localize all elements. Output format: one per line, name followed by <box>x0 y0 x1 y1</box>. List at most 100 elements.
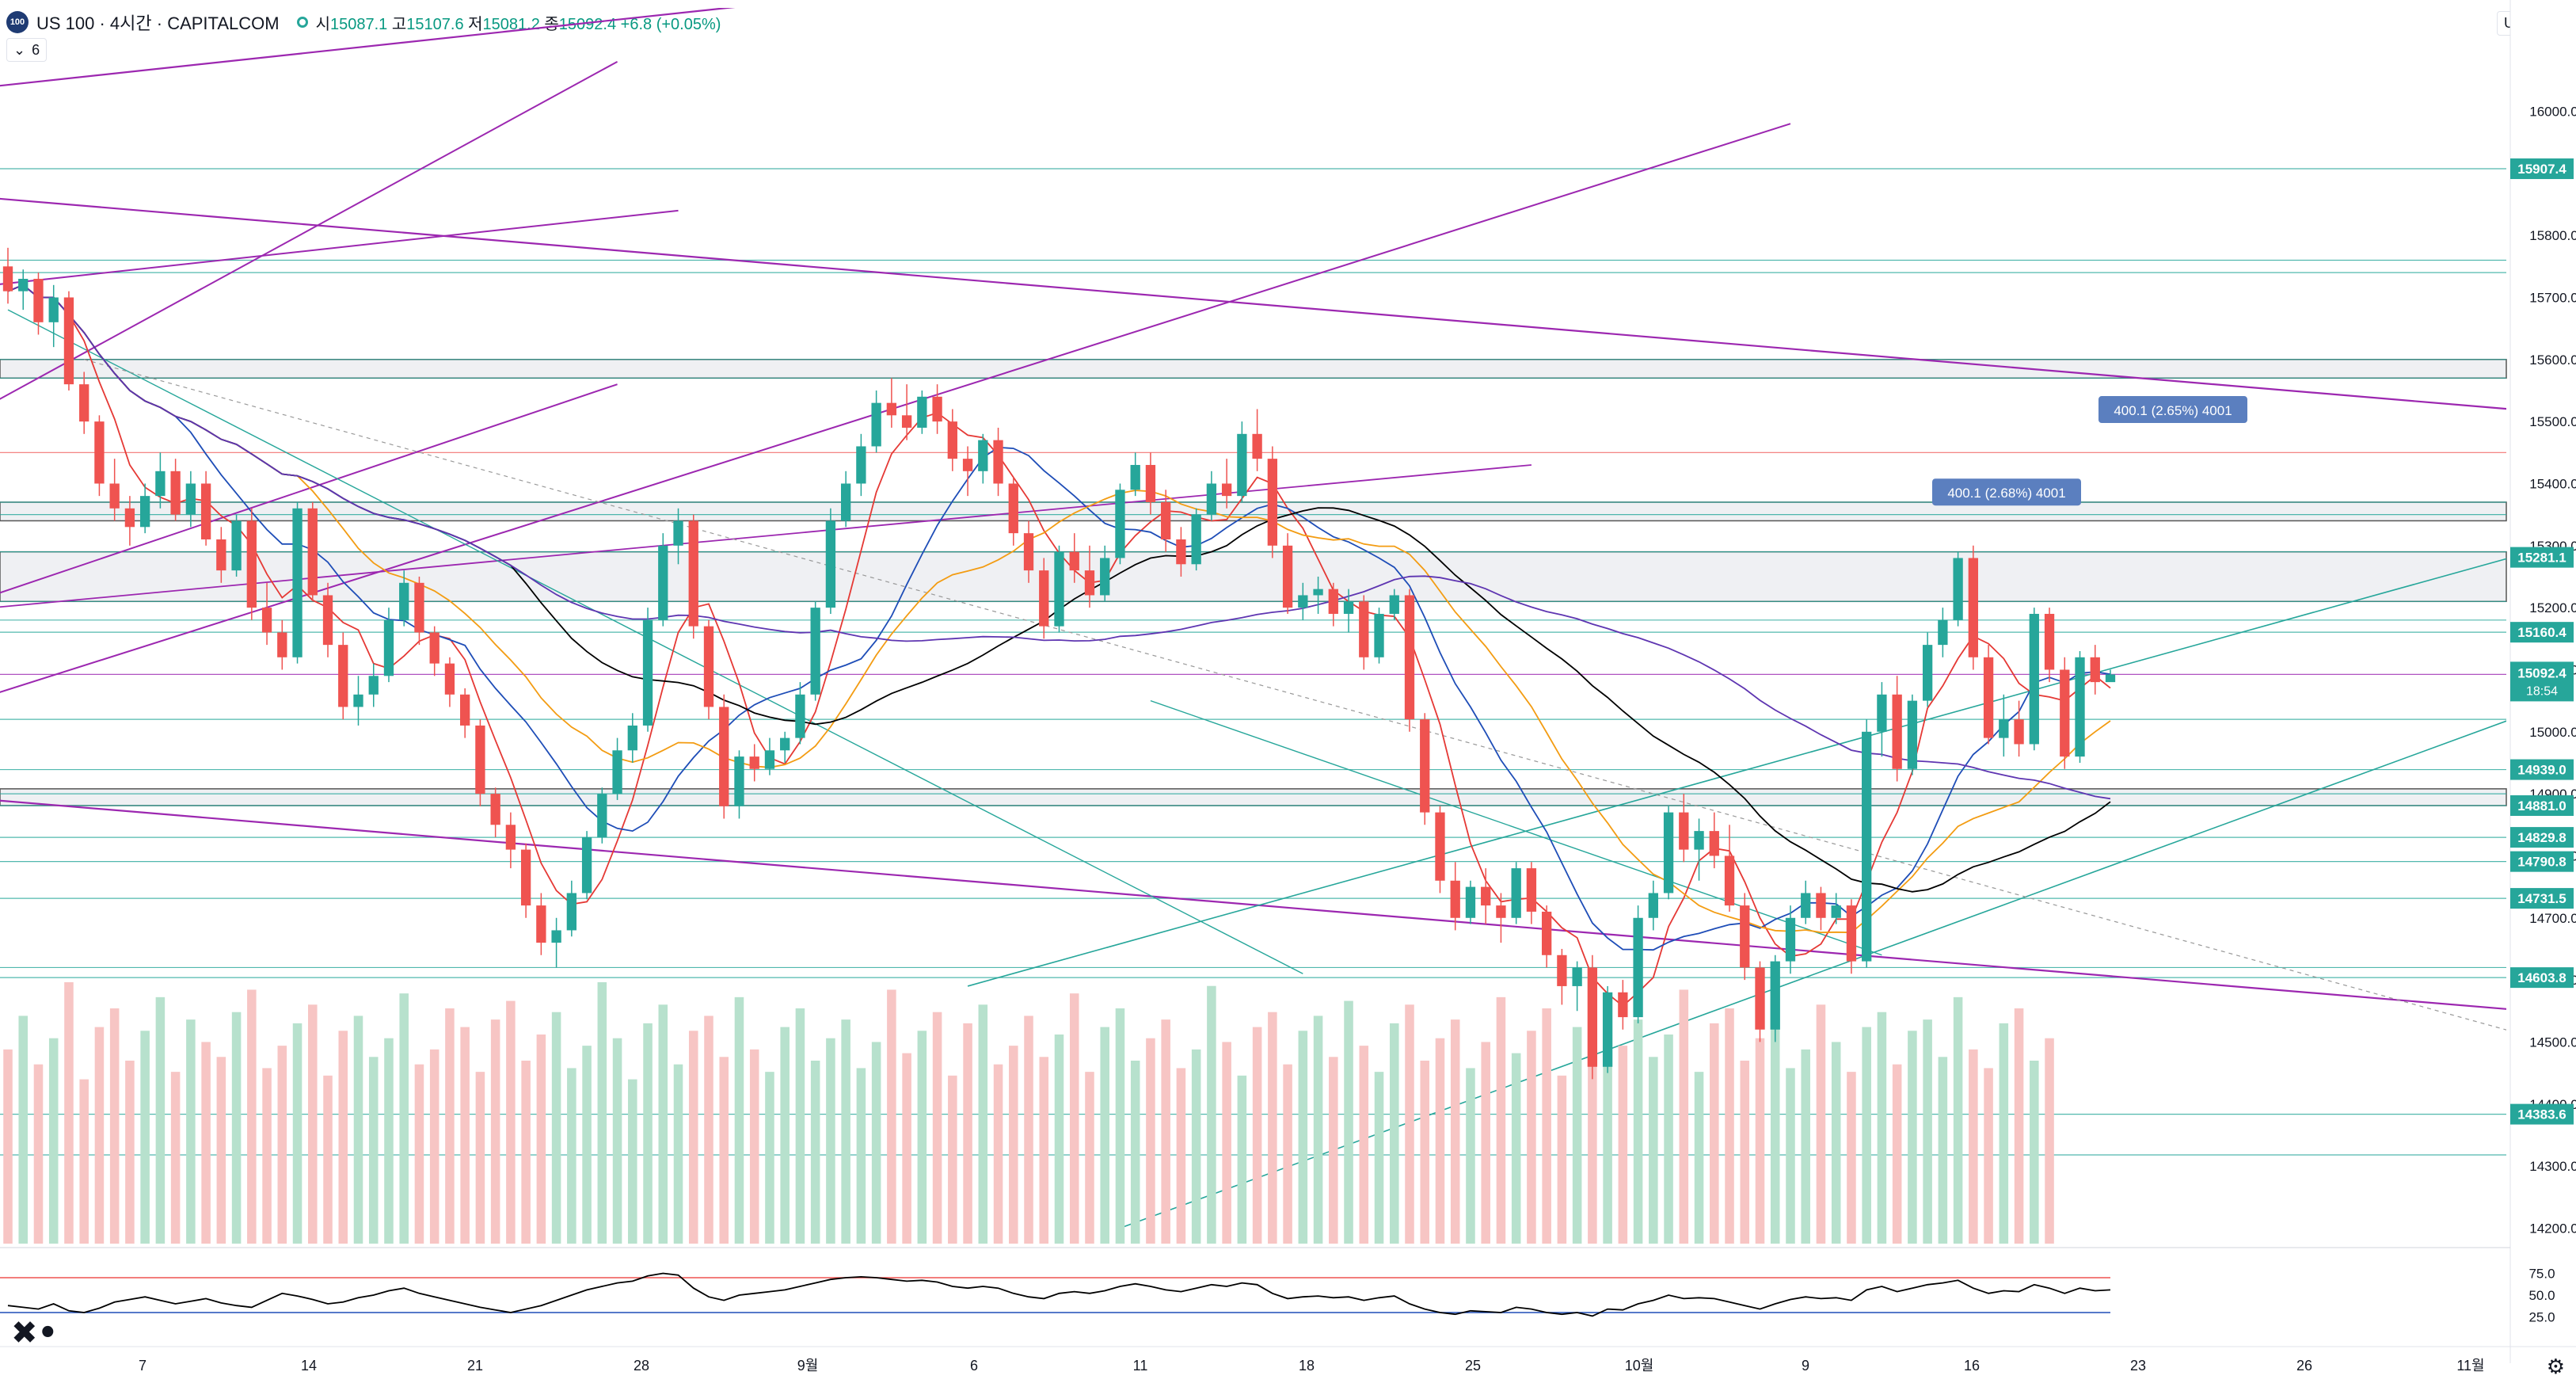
candle-body <box>79 384 89 422</box>
volume-bar <box>765 1072 774 1244</box>
volume-bar <box>734 996 744 1244</box>
volume-bar <box>277 1046 287 1244</box>
candle-body <box>414 582 424 633</box>
candle-body <box>368 676 379 695</box>
price-level-badge: 14790.8 <box>2510 851 2574 872</box>
candle-body <box>1282 545 1293 608</box>
candle-body <box>856 446 866 484</box>
tradingview-logo-icon[interactable]: ✖• <box>11 1315 59 1351</box>
candle-body <box>1785 917 1796 962</box>
candle-body <box>901 415 912 428</box>
candle <box>1039 558 1049 639</box>
candle <box>414 576 424 646</box>
candle <box>48 284 59 348</box>
candle-body <box>1313 589 1323 596</box>
volume-bar <box>1268 1012 1277 1244</box>
candle-body <box>1054 551 1064 627</box>
candle-body <box>749 756 759 769</box>
price-badge-bg <box>2510 888 2574 909</box>
volume-bar <box>1908 1031 1917 1244</box>
candle-body <box>840 483 851 521</box>
candle <box>444 657 455 707</box>
sr-zone-3 <box>0 788 2507 806</box>
sr-zone-0 <box>0 359 2507 379</box>
candle <box>2044 608 2055 683</box>
price-badge-text: 14790.8 <box>2517 855 2566 870</box>
indicators-toggle[interactable]: ⌄ 6 <box>6 38 48 62</box>
candle <box>840 471 851 528</box>
trend-line-11 <box>7 309 1303 974</box>
volume-bar <box>1039 1057 1049 1244</box>
candle <box>1892 676 1902 782</box>
candle-body <box>1740 905 1750 968</box>
price-badge-text: 15907.4 <box>2517 162 2566 177</box>
chevron-down-icon: ⌄ <box>13 41 26 58</box>
symbol-title[interactable]: US 100 · 4시간 · CAPITALCOM <box>36 13 280 33</box>
volume-bar <box>1176 1068 1186 1244</box>
candle-body <box>109 483 120 509</box>
candle <box>627 713 637 763</box>
price-badge-text: 14881.0 <box>2517 798 2566 814</box>
volume-bar <box>582 1046 592 1244</box>
last-price-badge: 15092.4 18:54 <box>2510 661 2574 702</box>
volume-bar <box>826 1038 835 1244</box>
volume-bar <box>490 1019 500 1244</box>
candle <box>551 917 561 968</box>
measure-label-bg <box>1932 478 2081 506</box>
candle <box>1541 905 1552 968</box>
volume-bar <box>384 1038 394 1244</box>
candle-body <box>261 608 272 633</box>
candle <box>170 459 181 521</box>
volume-bar <box>1481 1042 1490 1244</box>
candle <box>1694 818 1704 881</box>
volume-bar <box>902 1053 911 1244</box>
candle <box>1298 582 1308 620</box>
candle-body <box>536 905 546 943</box>
time-tick-label: 23 <box>2130 1358 2146 1374</box>
price-tick-label: 15000.0 <box>2529 725 2576 740</box>
candle <box>1526 862 1537 924</box>
candle <box>1130 452 1140 497</box>
candle-body <box>703 626 714 707</box>
candle-body <box>1115 490 1125 558</box>
candle-body <box>1846 905 1857 962</box>
candle-body <box>2014 719 2024 745</box>
volume-bar <box>1374 1072 1384 1244</box>
candle-body <box>1496 905 1506 918</box>
price-tick-label: 15800.0 <box>2529 228 2576 243</box>
candle <box>612 737 622 800</box>
candle-body <box>2105 674 2116 683</box>
candle <box>1374 608 1384 664</box>
symbol-logo[interactable]: 100 <box>6 11 29 33</box>
volume-bar <box>704 1015 713 1244</box>
gear-icon[interactable]: ⚙ <box>2546 1355 2565 1378</box>
candle <box>2105 669 2116 683</box>
candle <box>460 688 470 738</box>
candle-body <box>1206 483 1217 515</box>
candle <box>1922 632 1933 707</box>
volume-bar <box>1770 1015 1780 1244</box>
candle <box>1877 682 1887 757</box>
candle <box>1023 520 1034 583</box>
candle <box>947 409 957 471</box>
volume-bar <box>1801 1049 1810 1244</box>
trend-line-6 <box>0 799 2506 1010</box>
volume-bar <box>1344 1000 1353 1244</box>
time-tick-label: 18 <box>1299 1358 1315 1374</box>
candle-body <box>1298 595 1308 608</box>
candle <box>307 501 318 602</box>
candle-body <box>1404 595 1415 720</box>
candle <box>63 291 74 391</box>
candle <box>18 269 29 311</box>
candle <box>261 582 272 646</box>
volume-bar <box>1024 1015 1033 1244</box>
candle-body <box>2 266 13 291</box>
candle-body <box>48 297 59 322</box>
candle-body <box>1922 645 1933 701</box>
volume-bar <box>1633 1019 1643 1244</box>
volume-bar <box>79 1079 89 1244</box>
candle <box>825 508 836 614</box>
volume-bar <box>841 1019 850 1244</box>
candle <box>399 570 409 627</box>
